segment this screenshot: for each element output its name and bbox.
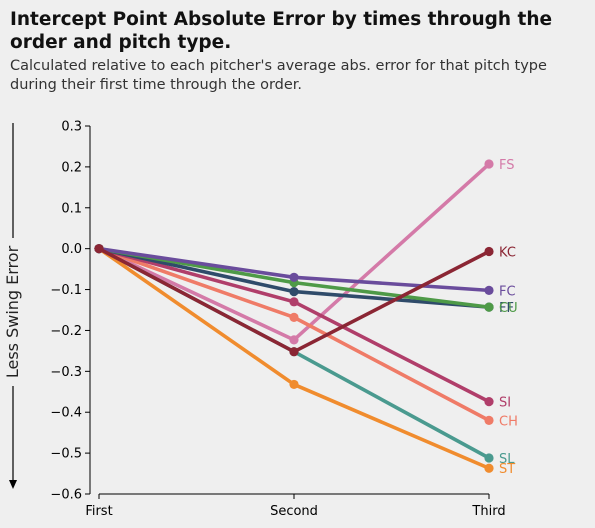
series-label-sl: SL: [499, 452, 515, 467]
series-label-ch: CH: [499, 414, 518, 429]
data-point-st: [484, 463, 494, 473]
data-point-sl: [484, 453, 494, 463]
data-point-si: [484, 396, 494, 407]
x-tick-label: Third: [471, 504, 505, 519]
series-label-st: ST: [499, 462, 515, 477]
series-lines: [94, 159, 494, 473]
data-point-kc: [289, 347, 299, 357]
y-tick-label: −0.4: [50, 406, 82, 421]
x-tick-label: First: [85, 504, 112, 519]
data-point-ch: [289, 312, 299, 322]
y-tick-label: −0.6: [50, 488, 82, 503]
y-tick-label: −0.5: [50, 447, 82, 462]
chart-title: Intercept Point Absolute Error by times …: [10, 9, 553, 53]
data-point-ff: [289, 287, 299, 297]
data-point-si: [289, 297, 299, 307]
data-point-fs: [289, 335, 299, 345]
y-tick-label: −0.3: [50, 365, 82, 380]
x-tick-label: Second: [270, 504, 318, 519]
y-axis-label: Less Swing Error: [3, 245, 22, 378]
series-label-cu: CU: [499, 301, 518, 316]
data-point-cu: [484, 302, 494, 312]
data-point-fc: [484, 285, 494, 295]
y-tick-label: −0.2: [50, 324, 82, 339]
data-point-kc: [94, 244, 104, 254]
data-point-ch: [484, 415, 494, 425]
y-tick-label: 0.3: [61, 120, 82, 135]
series-label-kc: KC: [499, 246, 516, 261]
series-line-si: [97, 246, 491, 404]
axes: −0.6 −0.5 −0.4 −0.3 −0.2 −0.1 0.0 0.1 0.2 0.3 Firs…: [9, 120, 506, 519]
y-tick-label: −0.1: [50, 283, 82, 298]
y-tick-label: 0.2: [61, 160, 82, 175]
y-tick-label: 0.0: [61, 242, 82, 257]
data-point-fs: [484, 159, 494, 169]
series-label-si: SI: [499, 396, 511, 411]
series-label-fc: FC: [499, 284, 516, 299]
data-point-st: [289, 379, 299, 390]
data-point-fc: [289, 272, 299, 282]
series-label-ff: FF: [499, 301, 514, 316]
series-label-fs: FS: [499, 158, 515, 173]
y-tick-label: 0.1: [61, 201, 82, 216]
data-point-kc: [484, 246, 494, 257]
ylabel-arrow-head: [9, 480, 17, 489]
chart-subtitle: Calculated relative to each pitcher's av…: [10, 58, 547, 93]
